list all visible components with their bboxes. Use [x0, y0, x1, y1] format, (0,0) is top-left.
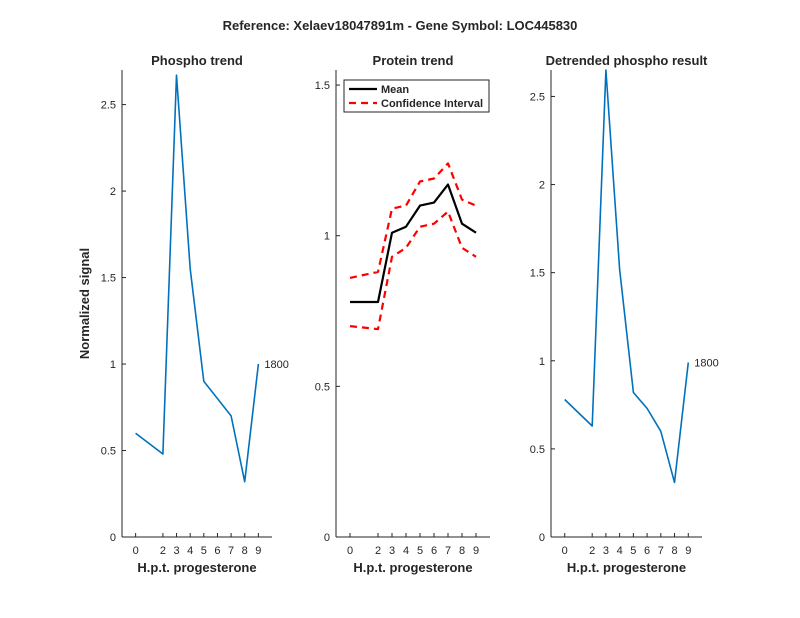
x-tick-label: 4	[403, 545, 409, 557]
x-tick-label: 8	[671, 545, 677, 557]
x-tick-label: 4	[617, 545, 623, 557]
x-axis-label: H.p.t. progesterone	[137, 560, 256, 575]
x-tick-label: 0	[562, 545, 568, 557]
x-tick-label: 6	[214, 545, 220, 557]
y-tick-label: 0	[110, 532, 116, 544]
x-tick-label: 2	[375, 545, 381, 557]
series-end-label: 1800	[694, 358, 718, 370]
y-tick-label: 2.5	[101, 100, 116, 112]
series-line-detrended	[564, 69, 690, 484]
x-tick-label: 0	[133, 545, 139, 557]
legend: Mean Confidence Interval	[343, 79, 490, 113]
x-tick-label: 4	[187, 545, 193, 557]
x-tick-label: 9	[685, 545, 691, 557]
y-tick-label: 2	[110, 186, 116, 198]
series-line-phospho	[135, 74, 260, 483]
x-tick-label: 2	[589, 545, 595, 557]
y-tick-label: 0.5	[101, 446, 116, 458]
panel-title: Protein trend	[373, 53, 454, 68]
x-tick-label: 5	[201, 545, 207, 557]
x-tick-label: 7	[228, 545, 234, 557]
y-tick-label: 1.5	[530, 268, 545, 280]
y-tick-label: 1	[110, 359, 116, 371]
series-end-label: 1800	[264, 359, 288, 371]
x-tick-label: 7	[445, 545, 451, 557]
x-tick-label: 6	[431, 545, 437, 557]
series-line-confidence-interval	[349, 162, 477, 279]
legend-label: Confidence Interval	[381, 98, 483, 110]
y-tick-label: 0	[324, 532, 330, 544]
x-tick-label: 8	[242, 545, 248, 557]
y-tick-label: 0	[539, 532, 545, 544]
figure-title: Reference: Xelaev18047891m - Gene Symbol…	[223, 18, 578, 33]
x-tick-label: 7	[658, 545, 664, 557]
y-tick-label: 1	[324, 231, 330, 243]
panel-title: Detrended phospho result	[546, 53, 708, 68]
x-tick-label: 3	[603, 545, 609, 557]
y-tick-label: 2.5	[530, 91, 545, 103]
series-line-confidence-interval-lower-	[349, 210, 477, 331]
x-tick-label: 3	[173, 545, 179, 557]
x-tick-label: 2	[160, 545, 166, 557]
x-tick-label: 9	[255, 545, 261, 557]
y-tick-label: 2	[539, 180, 545, 192]
x-axis-label: H.p.t. progesterone	[567, 560, 686, 575]
y-tick-label: 1	[539, 356, 545, 368]
panel-2: Protein trend 0 0.5 1 1.5 0 2 3 4 5 6 7 8 9H.p.t. pro…	[315, 53, 490, 575]
legend-label: Mean	[381, 84, 409, 96]
y-tick-label: 1.5	[101, 273, 116, 285]
x-tick-label: 3	[389, 545, 395, 557]
y-tick-label: 0.5	[530, 444, 545, 456]
x-tick-label: 8	[459, 545, 465, 557]
x-tick-label: 9	[473, 545, 479, 557]
x-tick-label: 5	[630, 545, 636, 557]
x-tick-label: 0	[347, 545, 353, 557]
x-axis-label: H.p.t. progesterone	[353, 560, 472, 575]
y-tick-label: 1.5	[315, 80, 330, 92]
series-line-mean	[350, 183, 477, 304]
panel-title: Phospho trend	[151, 53, 243, 68]
legend-box	[343, 79, 490, 113]
x-tick-label: 6	[644, 545, 650, 557]
y-axis-label: Normalized signal	[77, 248, 92, 359]
y-tick-label: 0.5	[315, 381, 330, 393]
x-tick-label: 5	[417, 545, 423, 557]
